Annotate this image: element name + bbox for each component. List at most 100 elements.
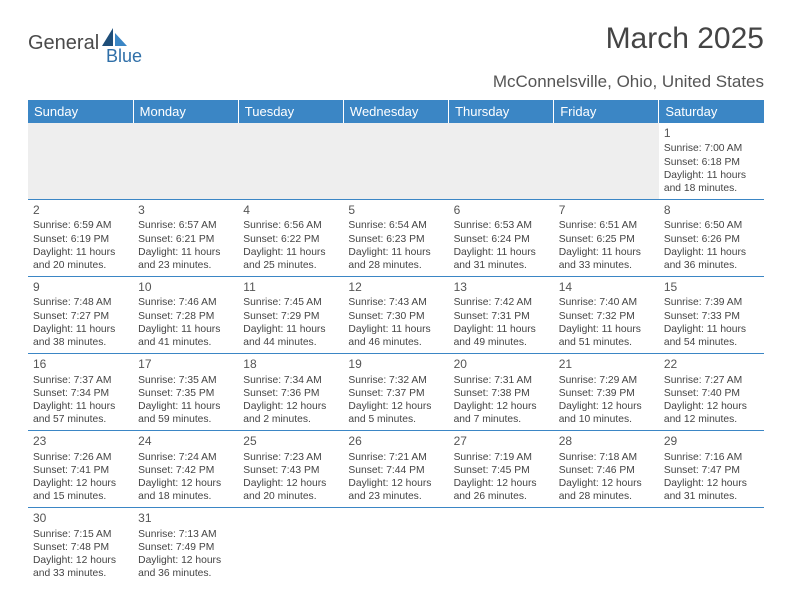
calendar-cell: 19Sunrise: 7:32 AMSunset: 7:37 PMDayligh… bbox=[343, 354, 448, 431]
sunrise-text: Sunrise: 7:35 AM bbox=[138, 374, 233, 387]
daylight-text: Daylight: 12 hours and 5 minutes. bbox=[348, 400, 443, 426]
calendar-cell: 7Sunrise: 6:51 AMSunset: 6:25 PMDaylight… bbox=[554, 200, 659, 277]
sunrise-text: Sunrise: 7:40 AM bbox=[559, 296, 654, 309]
calendar-cell: 10Sunrise: 7:46 AMSunset: 7:28 PMDayligh… bbox=[133, 277, 238, 354]
day-number: 17 bbox=[138, 357, 233, 372]
calendar-row: 23Sunrise: 7:26 AMSunset: 7:41 PMDayligh… bbox=[28, 431, 764, 508]
day-number: 19 bbox=[348, 357, 443, 372]
calendar-cell: 8Sunrise: 6:50 AMSunset: 6:26 PMDaylight… bbox=[659, 200, 764, 277]
sunset-text: Sunset: 7:34 PM bbox=[33, 387, 128, 400]
sunset-text: Sunset: 6:18 PM bbox=[664, 156, 759, 169]
day-number: 8 bbox=[664, 203, 759, 218]
daylight-text: Daylight: 11 hours and 20 minutes. bbox=[33, 246, 128, 272]
sunrise-text: Sunrise: 7:23 AM bbox=[243, 451, 338, 464]
day-number: 30 bbox=[33, 511, 128, 526]
day-number: 14 bbox=[559, 280, 654, 295]
sunrise-text: Sunrise: 7:19 AM bbox=[454, 451, 549, 464]
calendar-cell: 9Sunrise: 7:48 AMSunset: 7:27 PMDaylight… bbox=[28, 277, 133, 354]
sunset-text: Sunset: 7:49 PM bbox=[138, 541, 233, 554]
calendar-cell bbox=[238, 123, 343, 200]
day-number: 21 bbox=[559, 357, 654, 372]
sunset-text: Sunset: 7:30 PM bbox=[348, 310, 443, 323]
sunrise-text: Sunrise: 6:50 AM bbox=[664, 219, 759, 232]
sunset-text: Sunset: 7:43 PM bbox=[243, 464, 338, 477]
day-number: 5 bbox=[348, 203, 443, 218]
sunset-text: Sunset: 7:48 PM bbox=[33, 541, 128, 554]
daylight-text: Daylight: 11 hours and 54 minutes. bbox=[664, 323, 759, 349]
calendar-cell bbox=[238, 508, 343, 585]
sunset-text: Sunset: 7:45 PM bbox=[454, 464, 549, 477]
calendar-cell: 25Sunrise: 7:23 AMSunset: 7:43 PMDayligh… bbox=[238, 431, 343, 508]
sunrise-text: Sunrise: 6:56 AM bbox=[243, 219, 338, 232]
calendar-table: Sunday Monday Tuesday Wednesday Thursday… bbox=[28, 100, 764, 584]
calendar-row: 2Sunrise: 6:59 AMSunset: 6:19 PMDaylight… bbox=[28, 200, 764, 277]
calendar-cell bbox=[133, 123, 238, 200]
sunset-text: Sunset: 6:21 PM bbox=[138, 233, 233, 246]
daylight-text: Daylight: 12 hours and 23 minutes. bbox=[348, 477, 443, 503]
sunrise-text: Sunrise: 7:31 AM bbox=[454, 374, 549, 387]
sunrise-text: Sunrise: 7:29 AM bbox=[559, 374, 654, 387]
day-number: 12 bbox=[348, 280, 443, 295]
daylight-text: Daylight: 12 hours and 15 minutes. bbox=[33, 477, 128, 503]
calendar-cell bbox=[449, 123, 554, 200]
sunset-text: Sunset: 7:35 PM bbox=[138, 387, 233, 400]
day-number: 7 bbox=[559, 203, 654, 218]
day-header: Tuesday bbox=[238, 100, 343, 123]
sunrise-text: Sunrise: 7:13 AM bbox=[138, 528, 233, 541]
daylight-text: Daylight: 12 hours and 10 minutes. bbox=[559, 400, 654, 426]
daylight-text: Daylight: 11 hours and 44 minutes. bbox=[243, 323, 338, 349]
logo: GeneralBlue bbox=[28, 26, 168, 70]
day-number: 11 bbox=[243, 280, 338, 295]
daylight-text: Daylight: 11 hours and 57 minutes. bbox=[33, 400, 128, 426]
calendar-cell bbox=[554, 123, 659, 200]
daylight-text: Daylight: 11 hours and 36 minutes. bbox=[664, 246, 759, 272]
sunrise-text: Sunrise: 7:48 AM bbox=[33, 296, 128, 309]
day-number: 2 bbox=[33, 203, 128, 218]
day-header: Saturday bbox=[659, 100, 764, 123]
calendar-cell: 30Sunrise: 7:15 AMSunset: 7:48 PMDayligh… bbox=[28, 508, 133, 585]
calendar-cell: 21Sunrise: 7:29 AMSunset: 7:39 PMDayligh… bbox=[554, 354, 659, 431]
daylight-text: Daylight: 11 hours and 31 minutes. bbox=[454, 246, 549, 272]
day-number: 3 bbox=[138, 203, 233, 218]
daylight-text: Daylight: 12 hours and 28 minutes. bbox=[559, 477, 654, 503]
daylight-text: Daylight: 12 hours and 12 minutes. bbox=[664, 400, 759, 426]
daylight-text: Daylight: 11 hours and 33 minutes. bbox=[559, 246, 654, 272]
day-number: 4 bbox=[243, 203, 338, 218]
day-header: Monday bbox=[133, 100, 238, 123]
calendar-cell bbox=[343, 508, 448, 585]
calendar-cell: 24Sunrise: 7:24 AMSunset: 7:42 PMDayligh… bbox=[133, 431, 238, 508]
daylight-text: Daylight: 11 hours and 59 minutes. bbox=[138, 400, 233, 426]
sunset-text: Sunset: 6:24 PM bbox=[454, 233, 549, 246]
sunset-text: Sunset: 6:22 PM bbox=[243, 233, 338, 246]
sunset-text: Sunset: 7:33 PM bbox=[664, 310, 759, 323]
sunrise-text: Sunrise: 7:27 AM bbox=[664, 374, 759, 387]
calendar-cell bbox=[554, 508, 659, 585]
calendar-page: GeneralBlue March 2025 McConnelsville, O… bbox=[0, 0, 792, 594]
sunrise-text: Sunrise: 7:00 AM bbox=[664, 142, 759, 155]
day-number: 1 bbox=[664, 126, 759, 141]
sunset-text: Sunset: 7:36 PM bbox=[243, 387, 338, 400]
daylight-text: Daylight: 11 hours and 51 minutes. bbox=[559, 323, 654, 349]
location-text: McConnelsville, Ohio, United States bbox=[28, 72, 764, 92]
logo-text-blue: Blue bbox=[106, 46, 142, 67]
daylight-text: Daylight: 12 hours and 7 minutes. bbox=[454, 400, 549, 426]
page-title: March 2025 bbox=[606, 22, 764, 56]
sunrise-text: Sunrise: 7:34 AM bbox=[243, 374, 338, 387]
sunset-text: Sunset: 7:32 PM bbox=[559, 310, 654, 323]
calendar-cell bbox=[449, 508, 554, 585]
day-number: 26 bbox=[348, 434, 443, 449]
calendar-cell: 15Sunrise: 7:39 AMSunset: 7:33 PMDayligh… bbox=[659, 277, 764, 354]
calendar-cell bbox=[343, 123, 448, 200]
calendar-cell: 29Sunrise: 7:16 AMSunset: 7:47 PMDayligh… bbox=[659, 431, 764, 508]
sunrise-text: Sunrise: 6:54 AM bbox=[348, 219, 443, 232]
daylight-text: Daylight: 11 hours and 41 minutes. bbox=[138, 323, 233, 349]
calendar-row: 30Sunrise: 7:15 AMSunset: 7:48 PMDayligh… bbox=[28, 508, 764, 585]
sunrise-text: Sunrise: 7:15 AM bbox=[33, 528, 128, 541]
calendar-row: 1Sunrise: 7:00 AMSunset: 6:18 PMDaylight… bbox=[28, 123, 764, 200]
day-number: 25 bbox=[243, 434, 338, 449]
day-number: 18 bbox=[243, 357, 338, 372]
calendar-cell: 22Sunrise: 7:27 AMSunset: 7:40 PMDayligh… bbox=[659, 354, 764, 431]
day-number: 31 bbox=[138, 511, 233, 526]
daylight-text: Daylight: 12 hours and 31 minutes. bbox=[664, 477, 759, 503]
calendar-row: 9Sunrise: 7:48 AMSunset: 7:27 PMDaylight… bbox=[28, 277, 764, 354]
